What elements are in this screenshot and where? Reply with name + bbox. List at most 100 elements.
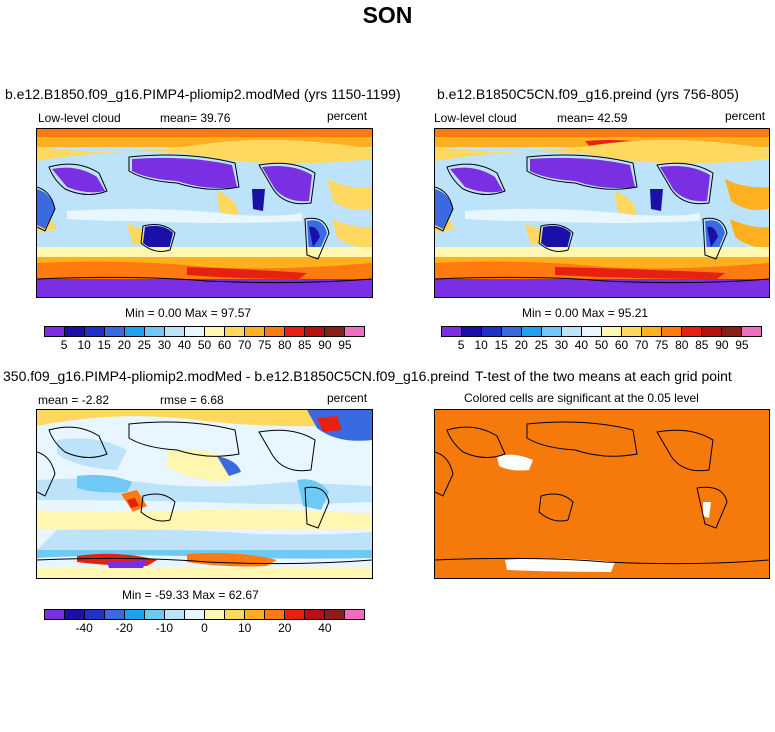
panel3-map bbox=[36, 409, 373, 579]
colorbar-tick-label: 5 bbox=[60, 338, 68, 352]
panel2-mean-label: mean= 42.59 bbox=[557, 111, 628, 125]
panel4-map bbox=[434, 409, 770, 579]
colorbar-swatch bbox=[125, 610, 145, 619]
panel4-title: T-test of the two means at each grid poi… bbox=[475, 368, 732, 384]
panel1-units-label: percent bbox=[327, 109, 368, 123]
colorbar-tick-label: -20 bbox=[115, 621, 133, 635]
colorbar-swatch bbox=[325, 610, 345, 619]
colorbar-tick-label: 0 bbox=[201, 621, 208, 635]
panel1-minmax: Min = 0.00 Max = 97.57 bbox=[125, 306, 252, 320]
colorbar-swatch bbox=[462, 327, 482, 336]
colorbar-tick-label: 90 bbox=[318, 338, 332, 352]
colorbar-tick-label: 75 bbox=[258, 338, 272, 352]
colorbar-tick-label: 30 bbox=[554, 338, 569, 352]
colorbar-tick-label: 70 bbox=[634, 338, 649, 352]
colorbar-swatch bbox=[165, 327, 185, 336]
colorbar-tick-label: 85 bbox=[695, 338, 709, 352]
panel3-mean-label: mean = -2.82 bbox=[38, 393, 110, 407]
figure-title: SON bbox=[362, 2, 413, 28]
panel1-title: b.e12.B1850.f09_g16.PIMP4-pliomip2.modMe… bbox=[5, 86, 401, 102]
panel3-colorbar bbox=[44, 609, 365, 620]
colorbar-tick-label: 80 bbox=[278, 338, 292, 352]
colorbar-tick-label: -10 bbox=[155, 621, 174, 635]
colorbar-swatch bbox=[65, 610, 85, 619]
panel3-difference-field bbox=[37, 410, 372, 578]
colorbar-swatch bbox=[442, 327, 462, 336]
panel2-colorbar bbox=[441, 326, 762, 337]
panel1-cloud-field bbox=[37, 129, 372, 297]
panel2-variable-label: Low-level cloud bbox=[434, 111, 517, 125]
colorbar-swatch bbox=[662, 327, 682, 336]
panel1-colorbar bbox=[44, 326, 365, 337]
panel3-title: 350.f09_g16.PIMP4-pliomip2.modMed - b.e1… bbox=[3, 368, 470, 384]
colorbar-swatch bbox=[722, 327, 742, 336]
colorbar-swatch bbox=[285, 610, 305, 619]
colorbar-swatch bbox=[702, 327, 722, 336]
colorbar-tick-label: 50 bbox=[594, 338, 609, 352]
colorbar-swatch bbox=[125, 327, 145, 336]
colorbar-swatch bbox=[482, 327, 502, 336]
panel1-variable-label: Low-level cloud bbox=[38, 111, 121, 125]
panel1-mean-label: mean= 39.76 bbox=[160, 111, 231, 125]
colorbar-swatch bbox=[285, 327, 305, 336]
colorbar-tick-label: 10 bbox=[474, 338, 488, 352]
panel3-minmax: Min = -59.33 Max = 62.67 bbox=[122, 588, 259, 602]
colorbar-swatch bbox=[165, 610, 185, 619]
panel2-map bbox=[434, 128, 770, 298]
colorbar-tick-label: 95 bbox=[735, 338, 749, 352]
colorbar-tick-label: 20 bbox=[278, 621, 292, 635]
colorbar-swatch bbox=[502, 327, 522, 336]
panel2-minmax: Min = 0.00 Max = 95.21 bbox=[522, 306, 649, 320]
panel4-significance-field bbox=[435, 410, 769, 578]
colorbar-tick-label: 15 bbox=[494, 338, 508, 352]
colorbar-swatch bbox=[345, 610, 364, 619]
colorbar-tick-label: 40 bbox=[318, 621, 332, 635]
colorbar-tick-label: 95 bbox=[338, 338, 352, 352]
colorbar-swatch bbox=[225, 610, 245, 619]
colorbar-tick-label: 25 bbox=[137, 338, 151, 352]
panel4-subtitle: Colored cells are significant at the 0.0… bbox=[464, 391, 699, 405]
colorbar-swatch bbox=[45, 327, 65, 336]
panel3-units-label: percent bbox=[327, 391, 368, 405]
colorbar-tick-label: 30 bbox=[157, 338, 172, 352]
colorbar-tick-label: 85 bbox=[298, 338, 312, 352]
colorbar-tick-label: 20 bbox=[514, 338, 528, 352]
colorbar-swatch bbox=[562, 327, 582, 336]
colorbar-swatch bbox=[325, 327, 345, 336]
colorbar-swatch bbox=[205, 610, 225, 619]
colorbar-swatch bbox=[522, 327, 542, 336]
colorbar-tick-label: 40 bbox=[574, 338, 589, 352]
colorbar-tick-label: 60 bbox=[217, 338, 232, 352]
colorbar-swatch bbox=[305, 610, 325, 619]
colorbar-swatch bbox=[65, 327, 85, 336]
panel3-rmse-label: rmse = 6.68 bbox=[160, 393, 224, 407]
colorbar-tick-label: 60 bbox=[614, 338, 629, 352]
panel2-title: b.e12.B1850C5CN.f09_g16.preind (yrs 756-… bbox=[437, 86, 739, 102]
colorbar-swatch bbox=[542, 327, 562, 336]
panel1-map bbox=[36, 128, 373, 298]
colorbar-swatch bbox=[345, 327, 364, 336]
colorbar-tick-label: 40 bbox=[177, 338, 192, 352]
colorbar-swatch bbox=[582, 327, 602, 336]
colorbar-swatch bbox=[682, 327, 702, 336]
colorbar-swatch bbox=[205, 327, 225, 336]
colorbar-tick-label: 10 bbox=[77, 338, 91, 352]
colorbar-swatch bbox=[185, 610, 205, 619]
colorbar-swatch bbox=[265, 327, 285, 336]
colorbar-tick-label: 70 bbox=[237, 338, 252, 352]
colorbar-tick-label: 5 bbox=[457, 338, 465, 352]
colorbar-swatch bbox=[145, 610, 165, 619]
colorbar-swatch bbox=[245, 327, 265, 336]
colorbar-swatch bbox=[742, 327, 761, 336]
panel2-cloud-field bbox=[435, 129, 769, 297]
colorbar-swatch bbox=[145, 327, 165, 336]
colorbar-swatch bbox=[642, 327, 662, 336]
significance-fill bbox=[435, 410, 769, 578]
colorbar-tick-label: 90 bbox=[715, 338, 729, 352]
colorbar-swatch bbox=[105, 327, 125, 336]
colorbar-swatch bbox=[245, 610, 265, 619]
colorbar-swatch bbox=[265, 610, 285, 619]
colorbar-swatch bbox=[105, 610, 125, 619]
colorbar-tick-label: 50 bbox=[197, 338, 212, 352]
colorbar-swatch bbox=[85, 327, 105, 336]
